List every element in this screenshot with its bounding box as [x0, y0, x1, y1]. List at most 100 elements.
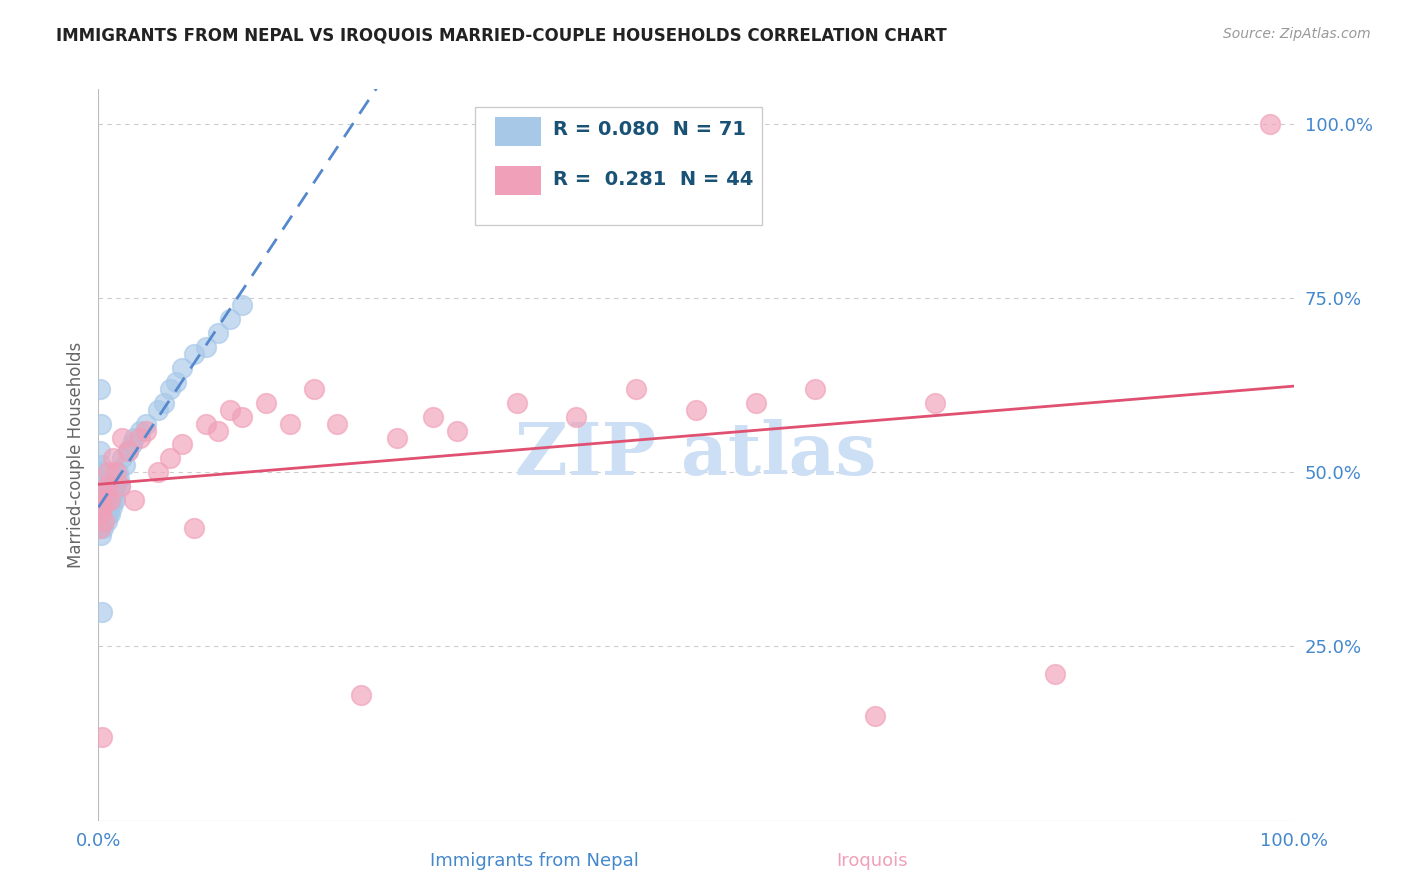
Point	[446, 424, 468, 438]
Point	[111, 430, 134, 444]
Point	[124, 430, 146, 444]
Point	[89, 521, 111, 535]
Point	[91, 507, 114, 521]
Point	[172, 437, 194, 451]
Point	[91, 466, 114, 480]
Text: R =  0.281  N = 44: R = 0.281 N = 44	[553, 169, 754, 189]
Point	[153, 395, 176, 409]
Point	[91, 521, 114, 535]
Point	[385, 430, 409, 444]
Point	[96, 500, 118, 515]
Point	[804, 382, 827, 396]
Point	[159, 451, 181, 466]
Bar	[495, 117, 541, 146]
Point	[107, 472, 129, 486]
Point	[94, 500, 117, 515]
Text: IMMIGRANTS FROM NEPAL VS IROQUOIS MARRIED-COUPLE HOUSEHOLDS CORRELATION CHART: IMMIGRANTS FROM NEPAL VS IROQUOIS MARRIE…	[56, 27, 948, 45]
Point	[124, 493, 146, 508]
Point	[91, 507, 114, 521]
Point	[98, 493, 122, 508]
Point	[91, 472, 114, 486]
Point	[135, 424, 157, 438]
Point	[172, 360, 194, 375]
Point	[97, 466, 120, 480]
Point	[107, 466, 129, 480]
Point	[91, 500, 114, 515]
Point	[91, 605, 114, 619]
Point	[302, 382, 325, 396]
Point	[93, 514, 115, 528]
Point	[114, 458, 136, 473]
Point	[91, 493, 114, 508]
Point	[98, 507, 122, 521]
Point	[626, 382, 648, 396]
Point	[96, 479, 118, 493]
Point	[100, 500, 122, 515]
Text: R = 0.080  N = 71: R = 0.080 N = 71	[553, 120, 745, 139]
Point	[231, 298, 253, 312]
Point	[91, 493, 114, 508]
Point	[97, 493, 120, 508]
Point	[111, 451, 134, 466]
Point	[117, 444, 139, 458]
Text: Iroquois: Iroquois	[837, 852, 907, 870]
Point	[1258, 117, 1281, 131]
Point	[103, 486, 125, 500]
Point	[183, 521, 205, 535]
Point	[96, 514, 118, 528]
Text: Source: ZipAtlas.com: Source: ZipAtlas.com	[1223, 27, 1371, 41]
Point	[350, 688, 373, 702]
Point	[90, 514, 112, 528]
Point	[90, 528, 112, 542]
Y-axis label: Married-couple Households: Married-couple Households	[66, 342, 84, 568]
Point	[135, 417, 157, 431]
Bar	[495, 166, 541, 195]
Point	[101, 479, 124, 493]
Point	[195, 340, 218, 354]
Point	[129, 424, 152, 438]
Point	[91, 514, 114, 528]
Point	[148, 466, 170, 480]
Point	[90, 417, 112, 431]
Point	[90, 458, 112, 473]
Point	[89, 507, 111, 521]
Point	[98, 486, 121, 500]
Point	[195, 417, 218, 431]
Point	[89, 521, 111, 535]
Point	[108, 479, 131, 493]
Point	[91, 479, 114, 493]
Point	[101, 451, 124, 466]
Point	[101, 493, 124, 508]
Point	[97, 507, 120, 521]
Point	[865, 709, 887, 723]
Point	[90, 479, 112, 493]
Point	[565, 409, 588, 424]
Point	[117, 444, 139, 458]
Point	[183, 347, 205, 361]
Point	[165, 375, 187, 389]
Point	[100, 486, 122, 500]
Point	[93, 486, 115, 500]
Point	[219, 402, 242, 417]
Point	[93, 507, 115, 521]
Point	[745, 395, 768, 409]
Point	[148, 402, 170, 417]
Point	[98, 500, 121, 515]
Point	[91, 486, 114, 500]
Point	[89, 444, 111, 458]
Text: Immigrants from Nepal: Immigrants from Nepal	[430, 852, 638, 870]
Point	[105, 479, 128, 493]
Point	[96, 486, 118, 500]
Point	[231, 409, 253, 424]
Point	[91, 500, 114, 515]
Point	[91, 730, 114, 744]
Point	[108, 479, 131, 493]
Point	[90, 493, 112, 508]
Point	[326, 417, 349, 431]
Point	[94, 493, 117, 508]
Point	[105, 466, 128, 480]
Point	[104, 493, 127, 508]
Point	[91, 514, 114, 528]
Point	[90, 507, 112, 521]
Point	[94, 507, 117, 521]
